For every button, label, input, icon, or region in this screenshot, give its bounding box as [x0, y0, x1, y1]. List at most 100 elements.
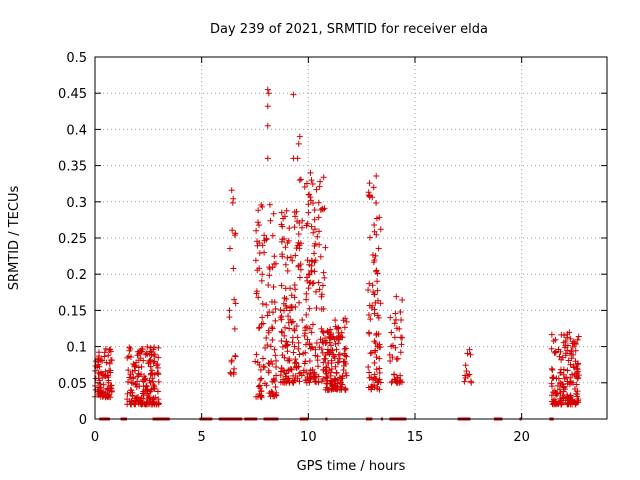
data-point: [286, 225, 293, 232]
data-point: [332, 323, 339, 330]
data-point: [144, 343, 151, 350]
data-point: [258, 277, 265, 284]
data-point: [269, 325, 276, 332]
data-point: [128, 379, 135, 386]
data-point: [293, 208, 300, 215]
x-tick-labels: 0 5 10 15 20: [91, 430, 530, 445]
data-point: [296, 274, 303, 281]
data-point: [311, 250, 318, 257]
data-point: [303, 290, 310, 297]
data-point: [289, 257, 296, 264]
data-point: [280, 307, 287, 314]
data-point: [551, 387, 558, 394]
data-point: [369, 282, 376, 289]
data-point: [389, 354, 396, 361]
data-point: [316, 286, 323, 293]
data-point: [568, 379, 575, 386]
data-point: [140, 357, 147, 364]
data-point: [127, 354, 134, 361]
data-point: [343, 372, 350, 379]
data-point: [289, 318, 296, 325]
data-point: [557, 369, 564, 376]
data-point: [285, 313, 292, 320]
data-point: [277, 314, 284, 321]
data-point: [255, 383, 262, 390]
data-point: [373, 200, 380, 206]
data-point: [365, 189, 372, 196]
data-point: [316, 183, 323, 190]
data-point: [151, 353, 158, 360]
data-point: [548, 365, 555, 372]
data-point: [305, 209, 312, 216]
data-point: [148, 370, 155, 377]
data-point: [253, 393, 260, 400]
data-point: [126, 374, 133, 381]
data-point: [284, 254, 291, 261]
data-point: [373, 366, 380, 373]
data-point: [264, 155, 271, 162]
data-point: [365, 363, 372, 370]
data-point: [370, 184, 377, 191]
data-point: [322, 355, 329, 362]
data-point: [373, 231, 380, 238]
data-point: [371, 371, 378, 378]
data-point: [303, 311, 310, 318]
data-point: [255, 222, 262, 229]
data-point: [272, 352, 279, 359]
data-point: [261, 364, 268, 371]
data-point: [147, 363, 154, 370]
data-point: [230, 369, 237, 376]
x-axis-label: GPS time / hours: [297, 459, 406, 474]
data-point: [324, 380, 331, 387]
data-point: [558, 356, 565, 363]
data-point: [467, 351, 474, 358]
y-tick-labels: 0 0.05 0.1 0.15 0.2 0.25 0.3 0.35 0.4 0.45 0.5: [58, 51, 87, 428]
data-point: [155, 400, 162, 407]
data-point: [308, 329, 315, 336]
x-tick-label: 10: [300, 430, 317, 445]
data-point: [560, 394, 567, 401]
data-point: [396, 325, 403, 332]
data-point: [393, 293, 400, 300]
data-point: [387, 314, 394, 321]
data-point: [271, 378, 278, 385]
data-point: [398, 317, 405, 324]
data-point: [253, 288, 260, 295]
data-point: [319, 282, 326, 289]
data-point: [290, 379, 297, 386]
data-point: [305, 376, 312, 383]
data-point: [255, 207, 262, 214]
data-point: [557, 366, 564, 373]
data-point: [569, 401, 576, 408]
data-point: [315, 199, 322, 206]
data-point: [556, 386, 563, 393]
data-point: [338, 375, 345, 382]
data-point: [341, 346, 348, 353]
data-point: [574, 388, 581, 395]
data-point: [292, 356, 299, 363]
data-point: [467, 378, 474, 385]
data-point: [388, 329, 395, 336]
data-point: [285, 357, 291, 364]
data-point: [286, 325, 293, 332]
data-point: [464, 350, 471, 357]
data-point: [297, 266, 304, 273]
data-point: [306, 261, 313, 268]
data-point: [548, 345, 555, 352]
data-point: [305, 271, 312, 278]
data-point: [549, 383, 556, 390]
data-point: [292, 252, 299, 259]
data-point: [268, 324, 275, 331]
data-point: [231, 232, 238, 239]
data-point: [310, 279, 317, 286]
data-point: [297, 176, 304, 183]
data-point: [326, 339, 333, 346]
data-point: [146, 351, 153, 358]
data-point: [573, 381, 580, 388]
data-point: [367, 316, 374, 323]
data-point: [371, 222, 378, 229]
data-point: [290, 155, 297, 162]
data-point: [269, 264, 276, 271]
data-point: [327, 342, 334, 349]
data-point: [277, 372, 284, 379]
